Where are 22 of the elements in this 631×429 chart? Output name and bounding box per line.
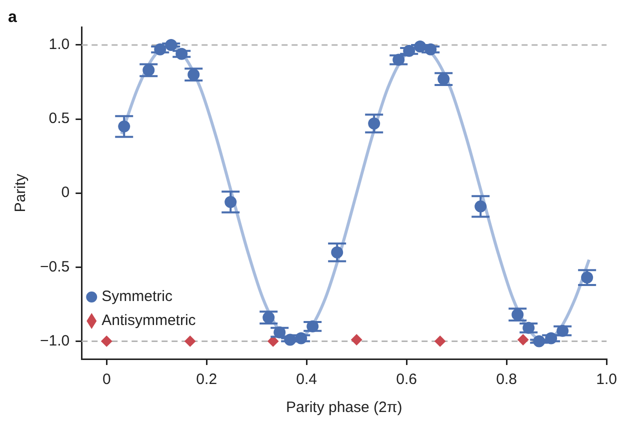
point	[518, 334, 529, 346]
x-tick-label: 0.2	[196, 371, 218, 388]
y-tick-label: 0	[61, 184, 70, 202]
point	[351, 334, 362, 346]
point	[268, 336, 279, 347]
y-tick-label: −0.5	[40, 258, 70, 276]
chart-title: a	[8, 9, 17, 26]
x-axis-title: Parity phase (2π)	[286, 399, 402, 416]
y-axis-title: Parity	[12, 173, 30, 212]
x-tick-label: 0.6	[396, 371, 418, 388]
x-tick-label: 0.8	[496, 371, 518, 388]
y-tick-label: −1.0	[40, 332, 70, 350]
x-tick-label: 1.0	[596, 371, 618, 388]
point	[434, 336, 446, 347]
legend-label: Antisymmetric	[102, 312, 196, 330]
x-tick-label: 0.4	[296, 371, 318, 388]
legend-label: Symmetric	[102, 288, 173, 306]
x-tick-label: 0	[102, 371, 111, 388]
point	[101, 336, 112, 347]
point	[184, 336, 196, 347]
y-tick-label: 0.5	[48, 110, 70, 128]
y-tick-label: 1.0	[48, 36, 70, 54]
